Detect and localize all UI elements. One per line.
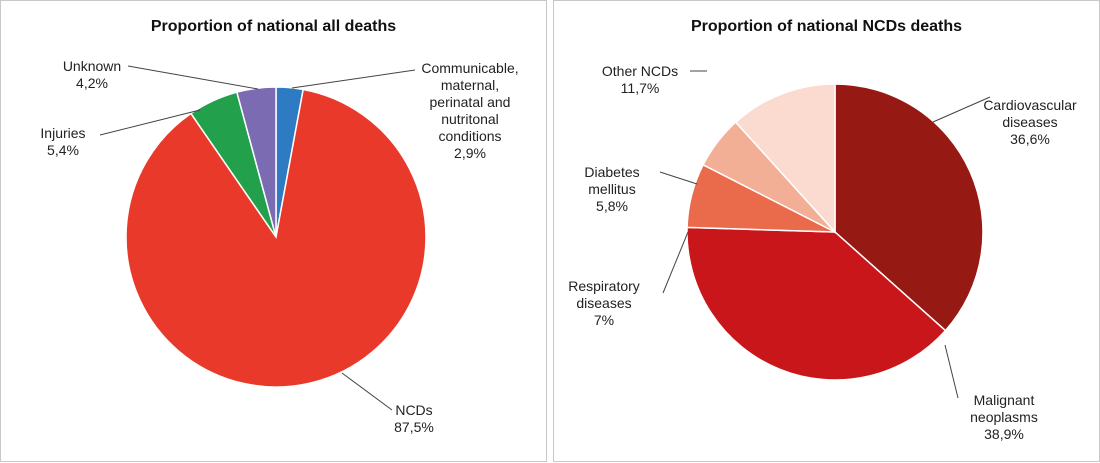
slice-value: 87,5% xyxy=(394,419,434,435)
leader-line xyxy=(291,69,416,89)
slice-value: 38,9% xyxy=(984,426,1024,442)
slice-name: Diabetes mellitus xyxy=(584,164,640,197)
slice-label: Diabetes mellitus 5,8% xyxy=(567,164,657,215)
slice-value: 4,2% xyxy=(76,75,108,91)
slice-value: 2,9% xyxy=(454,145,486,161)
pie-slice xyxy=(734,83,836,234)
leader-line xyxy=(127,65,259,90)
slice-label: NCDs 87,5% xyxy=(374,402,454,436)
slice-label: Unknown 4,2% xyxy=(52,58,132,92)
slice-value: 11,7% xyxy=(620,80,660,96)
slice-name: Communicable, maternal, perinatal and nu… xyxy=(421,60,519,144)
slice-name: NCDs xyxy=(395,402,433,418)
slice-name: Cardiovascular diseases xyxy=(983,97,1077,130)
pie-slice xyxy=(686,226,947,381)
slice-label: Injuries 5,4% xyxy=(23,125,103,159)
pie-slice xyxy=(125,88,427,388)
leader-line xyxy=(99,109,201,136)
leader-line xyxy=(662,231,689,294)
slice-name: Other NCDs xyxy=(601,63,679,79)
chart-title: Proportion of national NCDs deaths xyxy=(690,18,963,35)
panel: Proportion of national all deaths xyxy=(0,0,547,462)
slice-value: 36,6% xyxy=(1010,131,1050,147)
slice-name: Malignant neoplasms xyxy=(970,392,1038,425)
slice-value: 5,8% xyxy=(596,198,628,214)
slice-label: Malignant neoplasms 38,9% xyxy=(954,392,1054,443)
slice-label: Communicable, maternal, perinatal and nu… xyxy=(415,60,525,162)
slice-label: Other NCDs 11,7% xyxy=(590,63,690,97)
slice-value: 5,4% xyxy=(47,142,79,158)
pie-slice xyxy=(834,83,984,332)
leader-line xyxy=(944,344,959,399)
slice-name: Respiratory diseases xyxy=(568,278,640,311)
leader-line xyxy=(659,171,698,185)
slice-label: Cardiovascular diseases 36,6% xyxy=(975,97,1085,148)
slice-label: Respiratory diseases 7% xyxy=(554,278,654,329)
leader-line xyxy=(341,372,393,411)
slice-value: 7% xyxy=(593,312,615,328)
slice-name: Unknown xyxy=(62,58,122,74)
chart-title: Proportion of national all deaths xyxy=(150,18,397,35)
leader-line xyxy=(932,96,991,123)
slice-name: Injuries xyxy=(40,125,86,141)
